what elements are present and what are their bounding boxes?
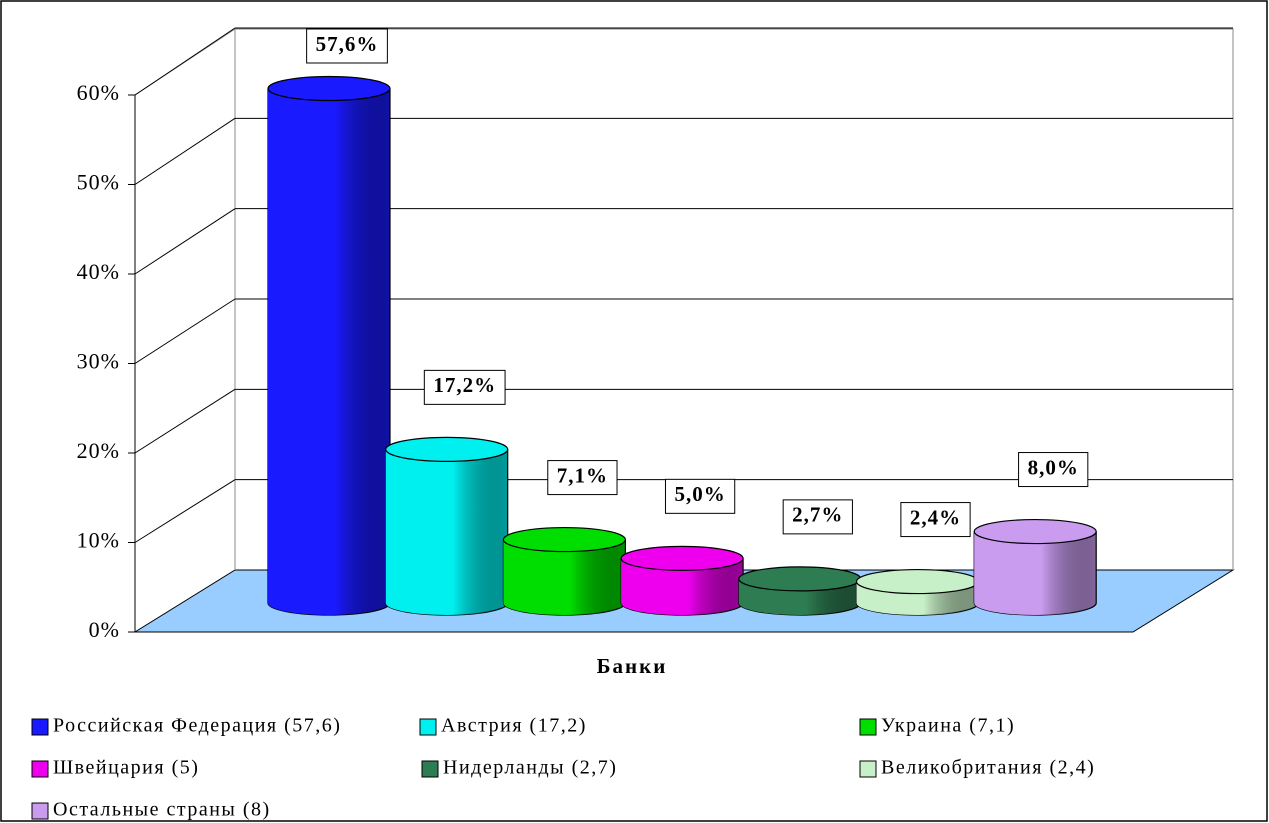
legend-label: Швейцария (5) xyxy=(53,757,199,779)
value-label-box xyxy=(306,28,388,64)
cylinder-shade xyxy=(738,578,861,615)
grid-line xyxy=(134,27,236,96)
y-tick-label: 50% xyxy=(77,170,120,195)
cylinder-top xyxy=(738,566,862,592)
legend-label: Остальные страны (8) xyxy=(53,799,271,821)
value-label: 57,6% xyxy=(316,32,379,56)
grid-line xyxy=(134,117,236,185)
value-label-box xyxy=(664,478,736,514)
cylinder-top xyxy=(385,436,509,462)
grid-line xyxy=(134,298,236,364)
y-tick-label: 0% xyxy=(89,617,120,642)
value-label: 5,0% xyxy=(674,482,725,506)
value-label-box xyxy=(782,499,853,535)
cylinder-top xyxy=(267,75,391,102)
value-label: 17,2% xyxy=(433,373,496,397)
legend-swatch xyxy=(31,760,49,778)
legend-swatch xyxy=(859,760,877,778)
cylinder-shade xyxy=(621,558,744,615)
legend-label: Австрия (17,2) xyxy=(441,715,587,737)
cylinder-top xyxy=(502,526,627,553)
y-tick-label: 30% xyxy=(77,349,120,374)
y-tick-label: 20% xyxy=(77,438,120,463)
grid-line xyxy=(134,479,236,543)
legend-label: Нидерланды (2,7) xyxy=(443,757,617,779)
cylinder-shade xyxy=(856,581,979,615)
value-label: 2,7% xyxy=(792,503,843,527)
legend-swatch xyxy=(31,802,49,820)
cylinder-top xyxy=(620,545,744,571)
value-label-box xyxy=(423,369,506,405)
cylinder-shade xyxy=(974,531,1097,615)
legend-swatch xyxy=(859,718,877,736)
legend-swatch xyxy=(31,718,49,736)
y-tick-label: 60% xyxy=(77,80,120,105)
y-tick-label: 10% xyxy=(77,528,120,553)
grid-line xyxy=(134,208,236,275)
legend-label: Украина (7,1) xyxy=(881,715,1015,737)
legend-swatch xyxy=(419,718,437,736)
x-axis-label: Банки xyxy=(597,654,668,678)
cylinder-top xyxy=(973,518,1097,545)
cylinder-shade xyxy=(385,449,508,615)
legend-label: Российская Федерация (57,6) xyxy=(53,715,341,737)
value-label: 7,1% xyxy=(557,463,608,487)
cylinder-shade xyxy=(503,539,626,615)
cylinder-top xyxy=(855,568,980,595)
legend-label: Великобритания (2,4) xyxy=(881,757,1095,779)
value-label-box xyxy=(1018,452,1089,488)
value-label: 2,4% xyxy=(910,505,961,529)
value-label-box xyxy=(547,460,618,496)
value-label-box xyxy=(900,502,971,538)
grid-line xyxy=(134,388,236,454)
cylinder-shade xyxy=(268,88,390,615)
value-label: 8,0% xyxy=(1028,455,1079,479)
legend-swatch xyxy=(421,760,439,778)
y-tick-label: 40% xyxy=(77,259,120,284)
